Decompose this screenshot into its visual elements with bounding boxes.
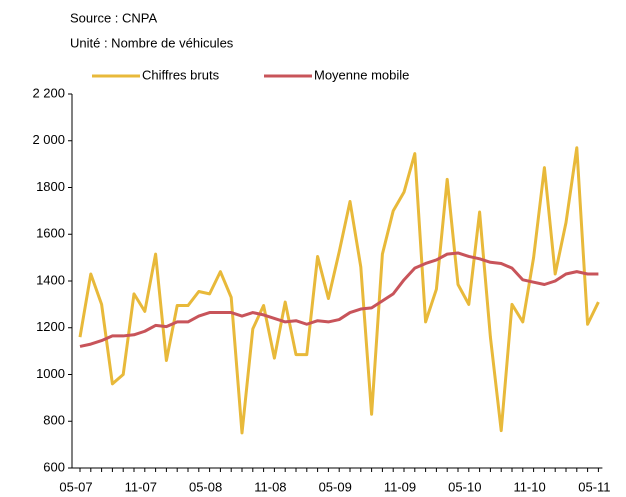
unit: Unité : Nombre de véhicules: [70, 35, 234, 50]
y-tick-label: 800: [43, 413, 65, 428]
series-line: [79, 251, 599, 348]
x-tick-label: 11-09: [384, 479, 416, 494]
x-tick-label: 11-10: [513, 479, 545, 494]
series-line: [78, 146, 600, 435]
legend-label: Moyenne mobile: [314, 67, 409, 82]
x-tick-label: 11-07: [125, 479, 157, 494]
x-tick-label: 05-10: [448, 479, 481, 494]
source: Source : CNPA: [70, 10, 158, 25]
y-tick-label: 1800: [36, 179, 65, 194]
x-tick-label: 11-08: [254, 479, 286, 494]
x-tick-label: 05-11: [578, 479, 610, 494]
y-tick-label: 1000: [36, 366, 65, 381]
x-tick-label: 05-08: [189, 479, 222, 494]
x-tick-label: 05-07: [59, 479, 92, 494]
legend-label: Chiffres bruts: [142, 67, 220, 82]
y-tick-label: 1400: [36, 272, 65, 287]
x-tick-label: 05-09: [319, 479, 352, 494]
y-tick-label: 1600: [36, 226, 65, 241]
y-tick-label: 2 000: [32, 132, 65, 147]
y-tick-label: 2 200: [32, 85, 65, 100]
y-tick-label: 1200: [36, 319, 65, 334]
y-tick-label: 600: [43, 459, 65, 474]
